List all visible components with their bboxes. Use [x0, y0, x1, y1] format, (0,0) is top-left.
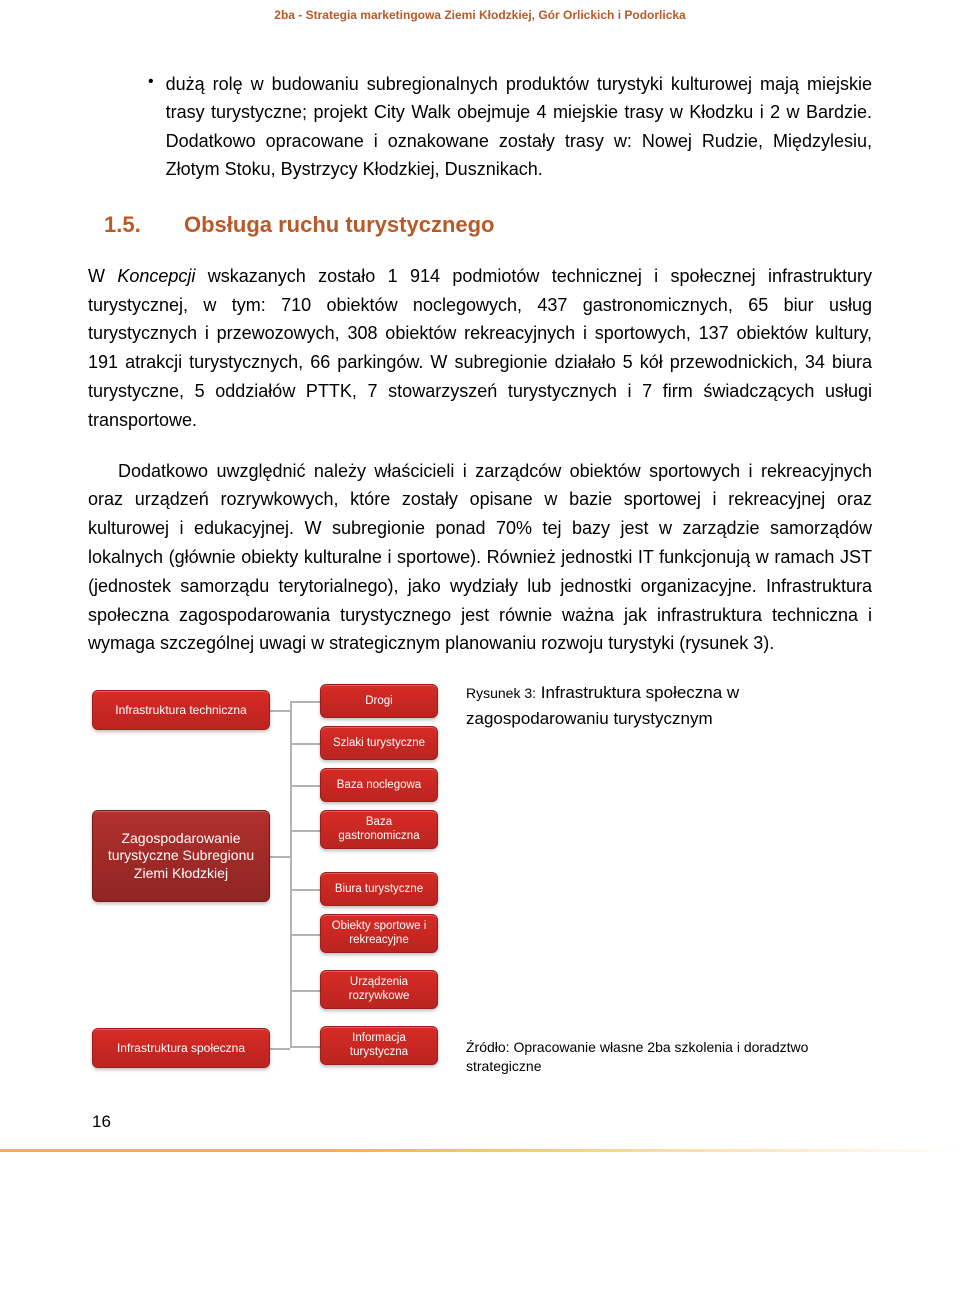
para1-rest: wskazanych zostało 1 914 podmiotów techn… — [88, 266, 872, 430]
section-number: 1.5. — [104, 212, 152, 238]
bullet-marker: • — [148, 70, 154, 184]
section-heading: 1.5. Obsługa ruchu turystycznego — [88, 212, 872, 238]
paragraph-1: W Koncepcji wskazanych zostało 1 914 pod… — [88, 262, 872, 435]
diagram-node: Baza gastronomiczna — [320, 810, 438, 849]
figure-label: Rysunek 3: — [466, 685, 536, 701]
figure-source: Źródło: Opracowanie własne 2ba szkolenia… — [466, 1038, 872, 1076]
diagram-node: Obiekty sportowe i rekreacyjne — [320, 914, 438, 953]
figure-caption: Rysunek 3: Infrastruktura społeczna w za… — [466, 680, 872, 733]
diagram-node: Informacja turystyczna — [320, 1026, 438, 1065]
diagram-node: Drogi — [320, 684, 438, 718]
diagram-node: Urządzenia rozrywkowe — [320, 970, 438, 1009]
header-text: 2ba - Strategia marketingowa Ziemi Kłodz… — [274, 8, 685, 22]
bullet-item: • dużą rolę w budowaniu subregionalnych … — [88, 70, 872, 184]
footer-accent-line — [0, 1149, 960, 1152]
diagram-node: Biura turystyczne — [320, 872, 438, 906]
running-header: 2ba - Strategia marketingowa Ziemi Kłodz… — [88, 8, 872, 22]
para1-prefix: W — [88, 266, 117, 286]
diagram-node: Szlaki turystyczne — [320, 726, 438, 760]
diagram-node: Zagospodarowanie turystyczne Subregionu … — [92, 810, 270, 902]
bullet-text: dużą rolę w budowaniu subregionalnych pr… — [166, 70, 872, 184]
section-title: Obsługa ruchu turystycznego — [184, 212, 495, 238]
diagram-node: Infrastruktura społeczna — [92, 1028, 270, 1068]
figure-area: Infrastruktura techniczna Zagospodarowani… — [88, 680, 872, 1088]
diagram: Infrastruktura techniczna Zagospodarowani… — [88, 680, 448, 1088]
diagram-node: Baza noclegowa — [320, 768, 438, 802]
para1-italic: Koncepcji — [117, 266, 195, 286]
paragraph-2: Dodatkowo uwzględnić należy właścicieli … — [88, 457, 872, 659]
page-number: 16 — [88, 1112, 872, 1132]
figure-caption-column: Rysunek 3: Infrastruktura społeczna w za… — [466, 680, 872, 1088]
diagram-node: Infrastruktura techniczna — [92, 690, 270, 730]
